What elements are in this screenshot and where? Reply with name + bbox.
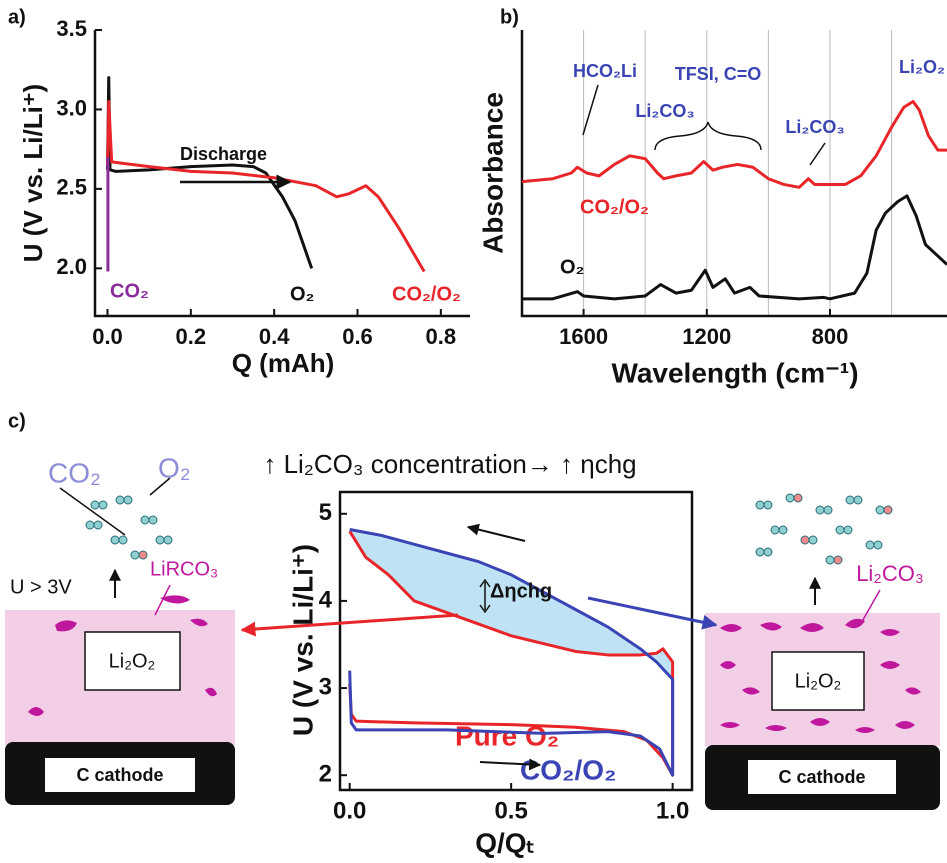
x-axis-label: Q/Qₜ [475,827,535,858]
x-tick-label: 0.2 [176,324,207,349]
y-tick-label: 2.5 [56,175,87,200]
product-label: Li₂CO₃ [856,561,924,586]
electrode-label: C cathode [76,765,163,785]
gas-label: O₂ [158,452,191,483]
x-tick-label: 0.5 [494,797,527,824]
line [522,102,947,188]
x-tick-label: 0.4 [259,324,290,349]
condition-label: U > 3V [10,576,72,598]
series-label: CO₂/O₂ [580,196,649,218]
y-tick-label: 4 [319,586,333,613]
x-tick-label: 800 [812,324,849,349]
figure: ↑ Li₂CO₃ concentration→ ↑ ηchg CO₂ O₂ U … [0,0,947,863]
annotation: TFSI, C=O [675,64,762,84]
film-label: Li₂O₂ [109,650,156,672]
arrow [468,527,525,541]
y-tick-label: 5 [319,499,332,526]
headline: ↑ Li₂CO₃ concentration→ ↑ ηchg [263,449,636,479]
series-label: O₂ [290,283,314,305]
annotation: Discharge [180,144,267,164]
y-tick-label: 3 [319,673,332,700]
leader [583,85,598,135]
y-tick-label: 2.0 [56,254,87,279]
electrode-label: C cathode [778,767,865,787]
annotation: Li₂O₂ [899,57,945,77]
series-label: CO₂/O₂ [520,754,616,785]
film-label: Li₂O₂ [795,670,842,692]
panel-label: b) [500,6,519,28]
x-axis-label: Wavelength (cm⁻¹) [611,357,858,388]
annotation: Δηchg [490,580,552,602]
annotation: Li₂CO₃ [635,101,694,121]
y-tick-label: 2 [319,761,332,788]
annotation: HCO₂Li [573,61,637,81]
product-label: LiRCO₃ [150,558,218,580]
y-tick-label: 3.5 [56,16,87,41]
x-tick-label: 0.8 [426,324,457,349]
y-tick-label: 3.0 [56,95,87,120]
axis-line [95,30,470,316]
gas-molecules [756,494,892,564]
panel-label: a) [8,6,26,28]
series-label: CO₂ [110,280,149,302]
leader [810,143,825,165]
annotation: Li₂CO₃ [785,117,844,137]
y-axis-label: U (V vs. Li/Li⁺) [18,84,48,262]
y-axis-label: U (V vs. Li/Li⁺) [287,544,318,736]
series-label: CO₂/O₂ [392,283,461,305]
series-label: O₂ [560,256,584,278]
panel-label: c) [8,410,26,432]
x-tick-label: 1.0 [656,797,689,824]
arrow [588,598,716,625]
x-axis-label: Q (mAh) [232,348,335,378]
line [108,102,425,272]
gas-label: CO₂ [48,457,101,488]
x-tick-label: 0.0 [333,797,366,824]
gas-molecules [86,496,172,559]
series-label: Pure O₂ [455,720,559,751]
x-tick-label: 1200 [682,324,731,349]
x-tick-label: 0.6 [342,324,373,349]
x-tick-label: 0.0 [92,324,123,349]
y-axis-label: Absorbance [477,92,508,254]
x-tick-label: 1600 [559,324,608,349]
brace [655,122,761,150]
arrow [242,615,458,630]
